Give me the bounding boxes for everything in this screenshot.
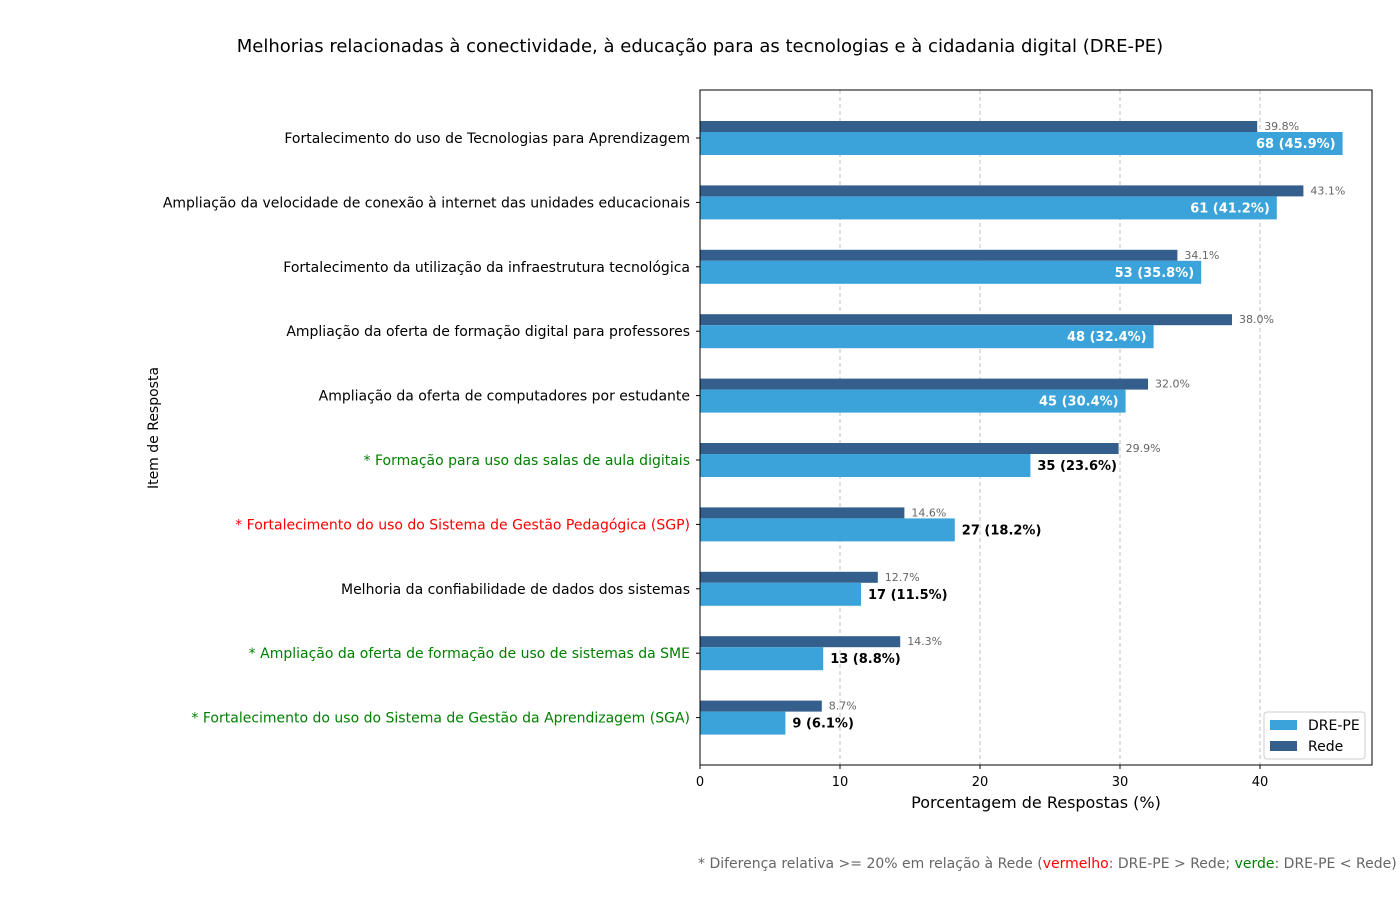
bar-dre-pe [700,260,1202,284]
bar-dre-pe [700,582,861,606]
footnote-suffix: : DRE-PE < Rede) [1274,856,1397,872]
footnote-red-word: vermelho [1042,856,1109,872]
bar-label-dre-pe: 27 (18.2%) [962,523,1042,538]
x-tick-label: 40 [1252,775,1269,790]
bar-label-rede: 32.0% [1155,378,1190,391]
bar-label-dre-pe: 61 (41.2%) [1190,201,1270,216]
bar-label-dre-pe: 17 (11.5%) [868,588,948,603]
bar-label-rede: 39.8% [1264,120,1299,133]
footnote-middle: : DRE-PE > Rede; [1108,856,1235,872]
footnote-prefix: * Diferença relativa >= 20% em relação à… [698,856,1043,872]
bar-rede [700,443,1119,454]
bar-rede [700,378,1148,390]
bar-label-rede: 38.0% [1239,313,1274,326]
bar-dre-pe [700,325,1154,349]
bar-rede [700,571,878,583]
x-tick-label: 10 [832,775,849,790]
bar-label-rede: 14.6% [911,506,946,519]
x-tick-label: 20 [972,775,989,790]
bar-dre-pe [700,389,1126,413]
footnote: * Diferença relativa >= 20% em relação à… [698,856,1397,872]
bar-label-rede: 12.7% [885,571,920,584]
x-axis-label: Porcentagem de Respostas (%) [911,793,1161,812]
y-axis-label: Item de Resposta [146,367,162,489]
bar-dre-pe [700,647,824,671]
bar-label-dre-pe: 68 (45.9%) [1256,137,1336,152]
bar-rede [700,507,905,519]
bar-label-dre-pe: 53 (35.8%) [1115,266,1195,281]
bar-dre-pe [700,132,1343,155]
y-tick-label: Ampliação da velocidade de conexão à int… [163,195,690,211]
y-tick-label: * Formação para uso das salas de aula di… [364,453,690,469]
y-tick-label: Melhoria da confiabilidade de dados dos … [341,582,690,598]
y-tick-label: Fortalecimento do uso de Tecnologias par… [284,131,690,147]
bar-label-dre-pe: 35 (23.6%) [1037,459,1117,474]
bar-label-rede: 8.7% [829,700,857,713]
bar-rede [700,700,822,712]
chart-title: Melhorias relacionadas à conectividade, … [237,36,1163,57]
y-tick-label: * Fortalecimento do uso do Sistema de Ge… [235,517,690,533]
y-tick-label: * Fortalecimento do uso do Sistema de Ge… [191,711,690,727]
bar-rede [700,314,1232,326]
bar-rede [700,121,1258,132]
bar-rede [700,249,1178,261]
y-tick-label: * Ampliação da oferta de formação de uso… [249,646,690,662]
bar-label-rede: 14.3% [907,635,942,648]
bar-dre-pe [700,454,1031,477]
bar-dre-pe [700,518,955,542]
y-tick-label: Ampliação da oferta de formação digital … [286,324,690,340]
y-tick-label: Fortalecimento da utilização da infraest… [283,260,690,276]
x-tick-label: 0 [696,775,704,790]
x-tick-label: 30 [1112,775,1129,790]
bar-dre-pe [700,196,1277,220]
y-tick-label: Ampliação da oferta de computadores por … [319,389,690,405]
bar-label-dre-pe: 45 (30.4%) [1039,395,1119,410]
bar-rede [700,636,901,648]
bar-label-dre-pe: 48 (32.4%) [1067,330,1147,345]
legend-swatch [1270,720,1297,730]
bar-label-dre-pe: 13 (8.8%) [830,652,901,667]
footnote-green-word: verde [1234,856,1275,872]
legend-label: DRE-PE [1308,718,1360,734]
legend-swatch [1270,741,1297,751]
legend-label: Rede [1308,739,1343,755]
bar-label-rede: 43.1% [1310,184,1345,197]
plot-frame [699,89,1373,766]
bar-label-dre-pe: 9 (6.1%) [792,717,854,732]
bar-dre-pe [700,711,786,735]
bar-rede [700,185,1304,197]
bar-label-rede: 34.1% [1184,249,1219,262]
bar-label-rede: 29.9% [1126,442,1161,455]
